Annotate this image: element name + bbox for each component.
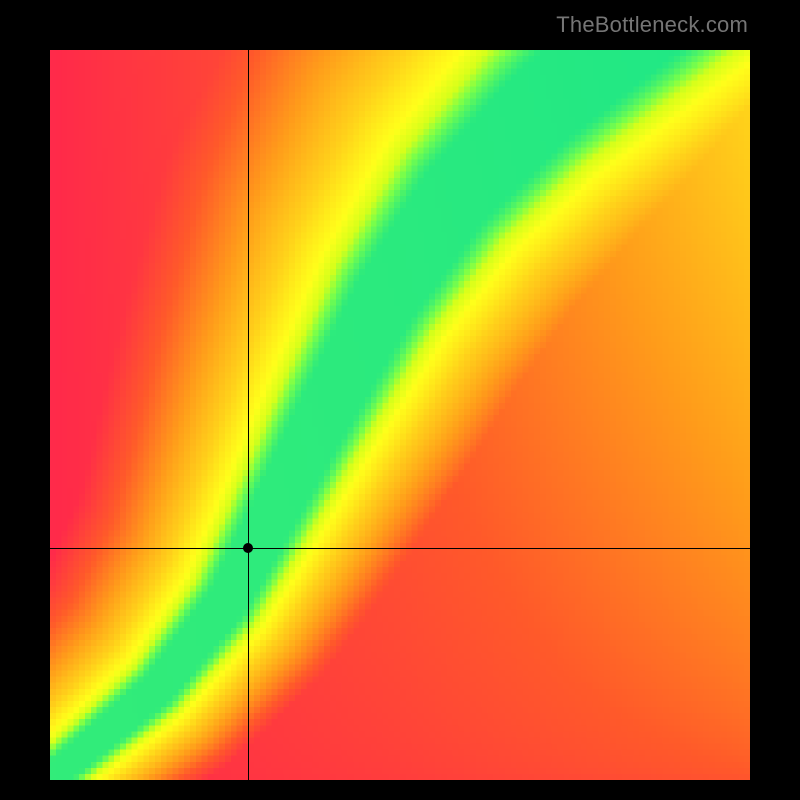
watermark-text: TheBottleneck.com: [556, 12, 748, 38]
bottleneck-heatmap: [50, 50, 750, 780]
selection-point: [243, 543, 253, 553]
heatmap-plot-area: [50, 50, 750, 780]
crosshair-vertical: [248, 50, 249, 780]
crosshair-horizontal: [50, 548, 750, 549]
